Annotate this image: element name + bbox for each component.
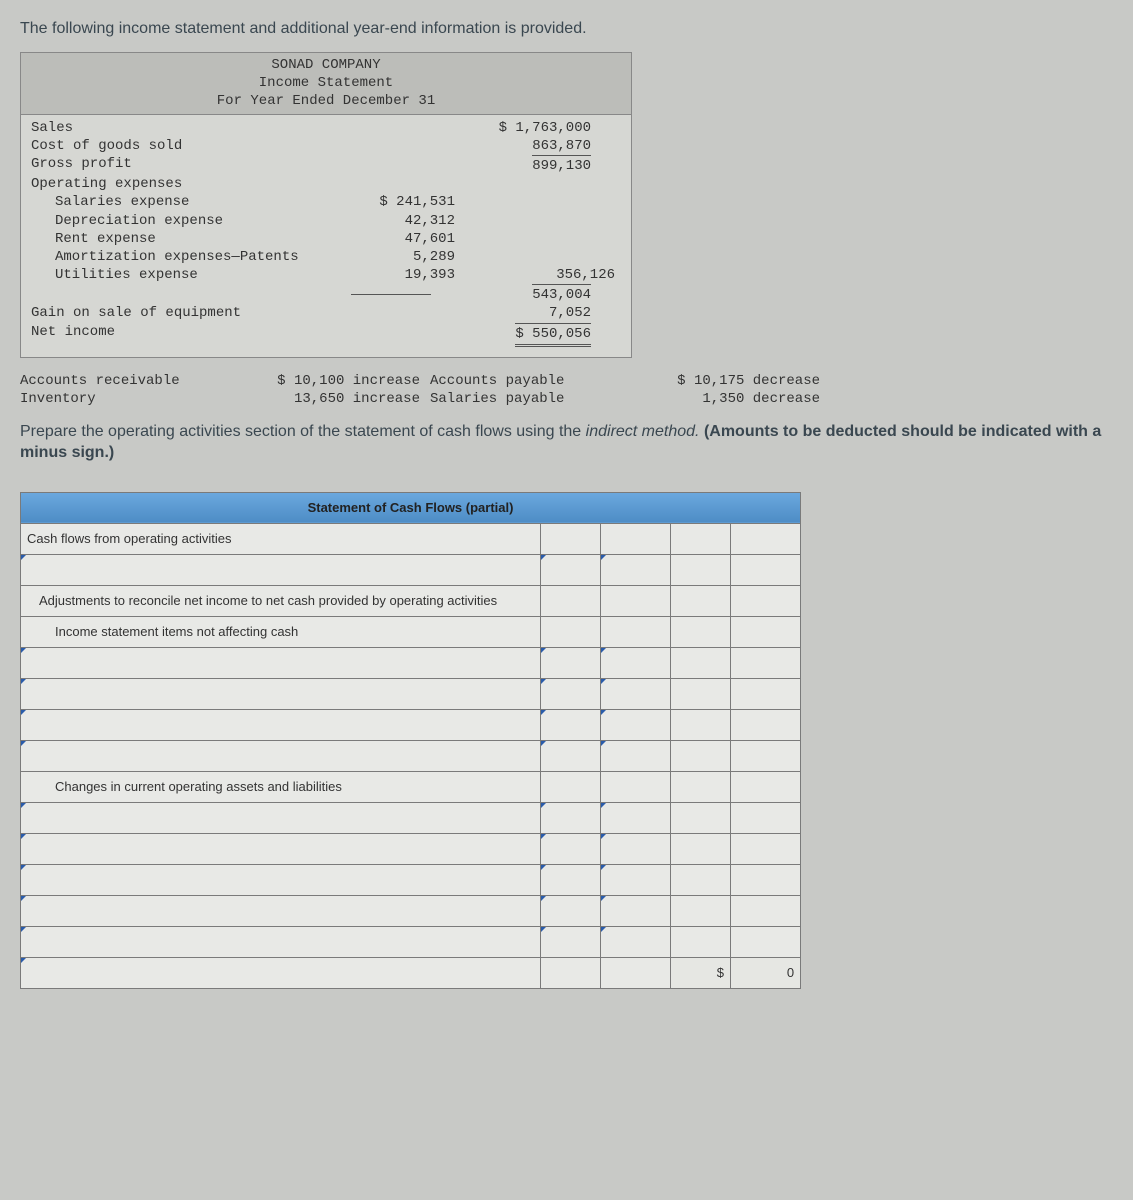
ap-label: Accounts payable (430, 372, 630, 390)
sp-label: Salaries payable (430, 390, 630, 408)
instructions: Prepare the operating activities section… (20, 422, 1113, 464)
cf-input-row[interactable] (21, 554, 541, 585)
opex-total: 356,126 (556, 267, 615, 283)
cf-total-currency: $ (671, 957, 731, 988)
cf-amount-input[interactable] (601, 833, 671, 864)
cf-amount-input[interactable] (541, 895, 601, 926)
cf-input-row[interactable] (21, 864, 541, 895)
cf-input-row[interactable] (21, 740, 541, 771)
cf-amount-input[interactable] (541, 709, 601, 740)
ap-change: $ 10,175 decrease (630, 372, 830, 390)
utilities-label: Utilities expense (31, 266, 335, 284)
cf-input-row[interactable] (21, 709, 541, 740)
cf-amount-input[interactable] (601, 678, 671, 709)
cf-input-row[interactable] (21, 926, 541, 957)
cogs-amount: 863,870 (532, 138, 591, 154)
cf-amount-input[interactable] (541, 678, 601, 709)
cf-title: Statement of Cash Flows (partial) (21, 492, 801, 523)
cf-amount-input[interactable] (541, 740, 601, 771)
cf-amount-input[interactable] (601, 926, 671, 957)
income-statement: SONAD COMPANY Income Statement For Year … (20, 52, 632, 358)
cf-adj-header: Adjustments to reconcile net income to n… (21, 585, 541, 616)
cf-section-header: Cash flows from operating activities (21, 523, 541, 554)
gross-profit-amount: 899,130 (532, 155, 591, 175)
op-income: 543,004 (532, 284, 591, 304)
statement-title: Income Statement (21, 74, 631, 92)
gain-label: Gain on sale of equipment (31, 304, 311, 322)
cf-input-row[interactable] (21, 802, 541, 833)
ar-label: Accounts receivable (20, 372, 230, 390)
cf-amount-input[interactable] (541, 864, 601, 895)
sales-label: Sales (31, 119, 311, 137)
cf-amount-input[interactable] (541, 802, 601, 833)
cf-total-value: 0 (731, 957, 801, 988)
inv-change: 13,650 increase (230, 390, 430, 408)
cf-sub1: Income statement items not affecting cas… (21, 616, 541, 647)
cf-total-label-input[interactable] (21, 957, 541, 988)
cf-input-row[interactable] (21, 678, 541, 709)
depreciation-amount: 42,312 (335, 212, 455, 230)
cf-amount-input[interactable] (601, 554, 671, 585)
gross-profit-label: Gross profit (31, 155, 311, 175)
cf-amount-input[interactable] (601, 895, 671, 926)
amort-label: Amortization expenses—Patents (31, 248, 335, 266)
intro-text: The following income statement and addit… (20, 20, 1113, 38)
cf-amount-input[interactable] (601, 740, 671, 771)
cf-amount-input[interactable] (601, 709, 671, 740)
cf-amount-input[interactable] (541, 926, 601, 957)
salaries-label: Salaries expense (31, 193, 335, 211)
amort-amount: 5,289 (335, 248, 455, 266)
cf-amount-input[interactable] (541, 833, 601, 864)
rent-amount: 47,601 (335, 230, 455, 248)
company-name: SONAD COMPANY (21, 56, 631, 74)
sp-change: 1,350 decrease (630, 390, 830, 408)
cf-sub2: Changes in current operating assets and … (21, 771, 541, 802)
salaries-amount: $ 241,531 (335, 193, 455, 211)
utilities-amount: 19,393 (405, 267, 455, 283)
sales-amount: $ 1,763,000 (431, 119, 591, 137)
cf-amount-input[interactable] (601, 802, 671, 833)
gain-amount: 7,052 (549, 305, 591, 321)
opex-label: Operating expenses (31, 175, 311, 193)
inv-label: Inventory (20, 390, 230, 408)
cash-flow-table: Statement of Cash Flows (partial) Cash f… (20, 492, 801, 989)
balance-changes: Accounts receivable $ 10,100 increase Ac… (20, 372, 1113, 408)
cf-input-row[interactable] (21, 647, 541, 678)
rent-label: Rent expense (31, 230, 335, 248)
cf-input-row[interactable] (21, 833, 541, 864)
cf-amount-input[interactable] (541, 554, 601, 585)
cogs-label: Cost of goods sold (31, 137, 311, 155)
depreciation-label: Depreciation expense (31, 212, 335, 230)
ar-change: $ 10,100 increase (230, 372, 430, 390)
statement-period: For Year Ended December 31 (21, 92, 631, 110)
cf-input-row[interactable] (21, 895, 541, 926)
cf-amount-input[interactable] (601, 864, 671, 895)
net-income-label: Net income (31, 323, 311, 347)
cf-amount-input[interactable] (601, 647, 671, 678)
cf-amount-input[interactable] (541, 647, 601, 678)
net-income-amount: $ 550,056 (515, 323, 591, 347)
